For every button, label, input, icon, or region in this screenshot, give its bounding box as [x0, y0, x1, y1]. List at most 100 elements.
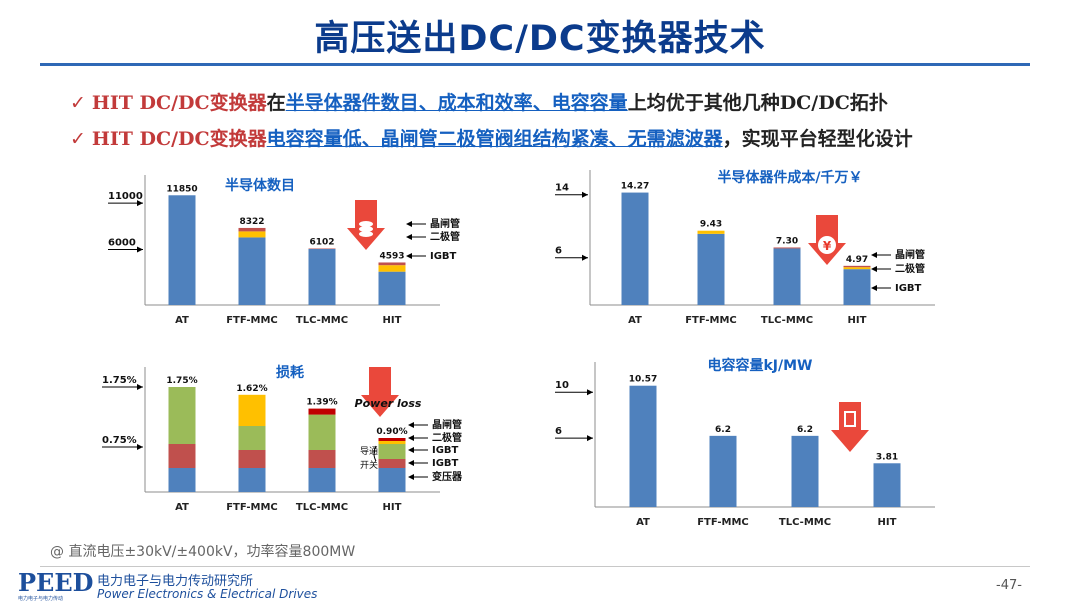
page-number: -47-: [996, 578, 1022, 593]
data-label: 11850: [166, 184, 197, 194]
footnote: @ 直流电压±30kV/±400kV，功率容量800MW: [50, 544, 356, 560]
y-tick-arrowhead: [137, 200, 143, 207]
chart-title: 半导体数目: [225, 177, 295, 194]
annotation-label: IGBT: [432, 445, 459, 456]
x-tick-label: HIT: [383, 315, 402, 326]
x-tick-label: TLC-MMC: [296, 502, 348, 513]
data-label: 7.30: [776, 236, 798, 246]
y-tick-label: 6: [555, 246, 562, 257]
data-label: 1.75%: [166, 376, 197, 386]
annotation-label: 晶闸管: [432, 418, 462, 431]
data-label: 6.2: [797, 425, 813, 435]
chart-semiconductor-count: 半导体数目 11000 6000 11850 AT 8322 FTF-MMC 6102 TLC-…: [108, 175, 460, 326]
annotation-arrowhead: [871, 285, 877, 291]
bar-segment: [378, 468, 406, 492]
bar-segment: [697, 233, 725, 305]
bar-segment: [843, 267, 871, 270]
x-tick-label: FTF-MMC: [685, 315, 737, 326]
data-label: 8322: [239, 217, 264, 227]
x-tick-label: FTF-MMC: [226, 315, 278, 326]
annotation-label: 变压器: [432, 470, 463, 483]
down-arrow-icon: [361, 367, 399, 417]
bullet-2-highlight: 电容容量低、晶闸管二极管阀组结构紧凑、无需滤波器: [266, 128, 723, 150]
data-label: 9.43: [700, 220, 722, 230]
data-label: 4593: [379, 251, 404, 261]
bar-segment: [238, 450, 266, 468]
side-label-switching: 开关: [360, 459, 378, 471]
slide-title: 高压送出DC/DC变换器技术: [314, 19, 766, 59]
x-tick-label: TLC-MMC: [296, 315, 348, 326]
side-label-conduction: 导通: [360, 446, 378, 457]
x-tick-label: AT: [175, 315, 189, 326]
bar-segment: [168, 468, 196, 492]
x-tick-label: FTF-MMC: [697, 517, 749, 528]
bar-segment: [378, 271, 406, 305]
x-tick-label: HIT: [878, 517, 897, 528]
annotation-label: IGBT: [430, 251, 457, 262]
bar-segment: [308, 450, 336, 468]
bar-segment: [168, 195, 196, 305]
y-tick-label: 0.75%: [102, 435, 137, 446]
y-tick-arrowhead: [137, 384, 143, 390]
annotation-arrowhead: [871, 252, 877, 258]
x-tick-label: HIT: [848, 315, 867, 326]
bar-segment: [791, 435, 819, 507]
bullet-1: ✓ HIT DC/DC变换器在半导体器件数目、成本和效率、电容容量上均优于其他几种…: [70, 88, 888, 115]
bullet-2-subject: HIT DC/DC变换器: [91, 128, 267, 150]
chart-capacitor-capacity: 电容容量kJ/MW 10 6 10.57 AT 6.2 FTF-MMC 6.2 TLC-MMC 3…: [555, 357, 935, 528]
x-tick-label: AT: [636, 517, 650, 528]
annotation-arrowhead: [408, 435, 414, 441]
brace-icon: [373, 445, 377, 462]
bar-segment: [378, 444, 406, 459]
yen-icon: [818, 236, 836, 254]
coin-stack-icon: [359, 226, 373, 232]
annotation-label: 二极管: [430, 230, 460, 243]
bar-segment: [621, 192, 649, 305]
y-tick-arrowhead: [587, 435, 593, 442]
org-name-cn: 电力电子与电力传动研究所: [97, 574, 254, 589]
y-tick-arrowhead: [587, 389, 593, 396]
x-tick-label: AT: [175, 502, 189, 513]
data-label: 0.90%: [376, 427, 407, 437]
annotation-arrowhead: [406, 253, 412, 259]
y-tick-label: 10: [555, 380, 569, 391]
annotation-label: IGBT: [432, 458, 459, 469]
annotation-arrowhead: [408, 474, 414, 480]
annotation-label: IGBT: [895, 283, 922, 294]
bar-segment: [709, 435, 737, 507]
bar-segment: [308, 408, 336, 415]
bar-segment: [378, 265, 406, 272]
annotation-label: 晶闸管: [895, 248, 925, 261]
data-label: 14.27: [621, 182, 649, 192]
bar-segment: [308, 468, 336, 492]
bullet-1-tail: 上均优于其他几种DC/DC拓扑: [627, 92, 888, 114]
yen-icon: ¥: [823, 239, 832, 253]
y-tick-label: 14: [555, 183, 569, 194]
bar-segment: [873, 463, 901, 507]
bar-segment: [378, 438, 406, 441]
logo-text: PEED: [18, 568, 94, 597]
bar-segment: [773, 248, 801, 305]
bar-segment: [843, 269, 871, 305]
chart-title: 损耗: [276, 364, 304, 381]
bar-segment: [378, 262, 406, 266]
bar-segment: [168, 444, 196, 468]
annotation-arrowhead: [408, 447, 414, 453]
capacitor-icon: [844, 411, 856, 427]
chart-semiconductor-cost: 半导体器件成本/千万￥ 14 6 14.27 AT 9.43 FTF-MMC 7.30 TLC-…: [555, 169, 935, 326]
check-icon: ✓: [70, 92, 86, 114]
x-tick-label: TLC-MMC: [779, 517, 831, 528]
title-divider: [40, 63, 1030, 66]
chart-title: 半导体器件成本/千万￥: [717, 169, 862, 186]
annotation-label: 晶闸管: [430, 217, 460, 230]
footer-divider: [40, 566, 1030, 567]
bar-segment: [773, 247, 801, 249]
data-label: 6.2: [715, 425, 731, 435]
chart-title: 电容容量kJ/MW: [707, 357, 812, 374]
check-icon: ✓: [70, 128, 86, 150]
x-tick-label: HIT: [383, 502, 402, 513]
bar-segment: [238, 231, 266, 238]
annotation-arrowhead: [406, 221, 412, 227]
annotation-arrowhead: [871, 266, 877, 272]
annotation-arrowhead: [408, 422, 414, 428]
